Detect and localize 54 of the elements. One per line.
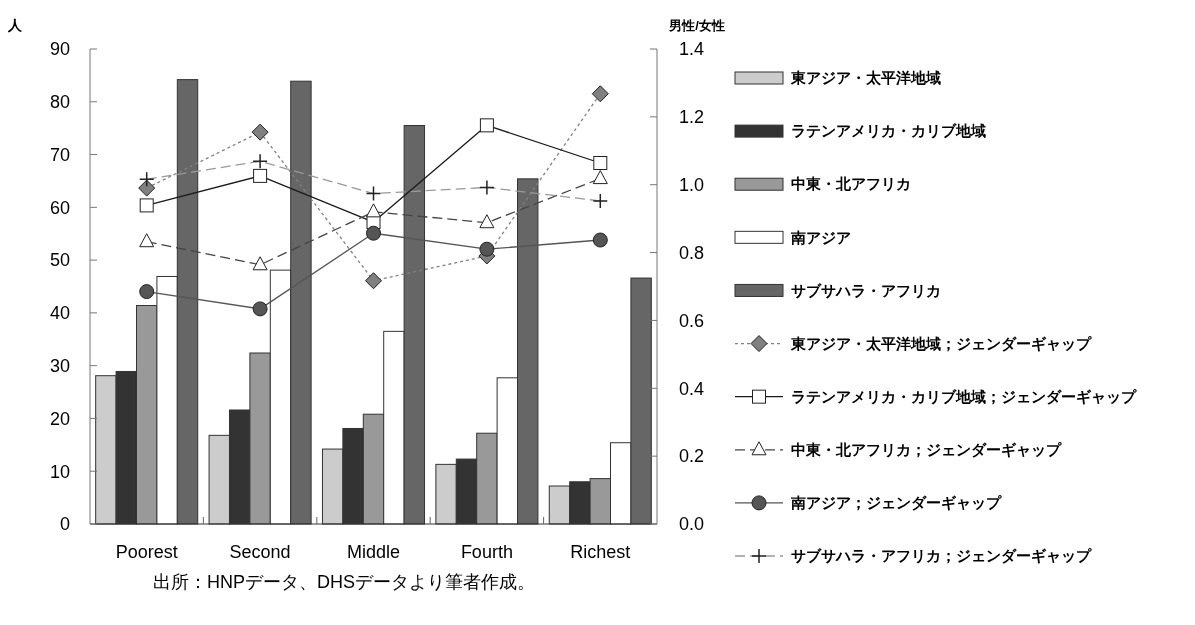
y-tick-label: 50 [49,250,70,271]
point [139,284,155,300]
y-tick-label: 30 [49,355,70,376]
point [139,233,155,248]
point [138,179,156,197]
point [593,156,608,170]
point [365,272,382,290]
point [591,85,609,103]
point [592,232,608,248]
y2-tick-label: 0.4 [679,378,705,399]
x-tick-label: Fourth [460,542,513,562]
legend-label: ラテンアメリカ・カリブ地域 [791,122,986,140]
legend-label: 南アジア；ジェンダーギャップ [790,494,1002,512]
legend-label: 南アジア [790,228,851,246]
y-tick-label: 20 [49,408,70,429]
y-tick-label: 70 [49,144,70,165]
point [479,118,494,133]
text: 出所：HNPデータ、DHSデータより筆者作成。 [153,572,536,592]
legend-label: 東アジア・太平洋地域 [790,69,941,87]
legend-label: 中東・北アフリカ；ジェンダーギャップ [791,441,1062,459]
y-tick-label: 0 [59,514,70,535]
y-tick-label: 40 [49,303,70,324]
y2-tick-label: 0.6 [679,310,705,331]
y-tick-label: 90 [49,39,70,60]
point [253,168,268,183]
x-tick-label: Second [229,542,291,562]
legend-label: 東アジア・太平洋地域；ジェンダーギャップ [790,334,1092,352]
y-tick-label: 10 [49,461,70,482]
point [139,198,154,213]
y2-tick-label: 1.2 [679,107,705,128]
y2-axis-title: 男性/女性 [668,18,725,33]
point [251,123,269,141]
y2-tick-label: 1.0 [679,175,705,196]
y-tick-label: 60 [49,197,70,218]
point [479,241,495,257]
y2-tick-label: 0.8 [679,242,705,263]
point [592,170,608,185]
legend-label: ラテンアメリカ・カリブ地域；ジェンダーギャップ [791,387,1137,405]
x-tick-label: Middle [346,542,401,562]
legend-label: 中東・北アフリカ [791,175,911,193]
point [366,203,381,218]
point [479,214,495,229]
y2-tick-label: 1.4 [679,39,705,60]
point [252,301,268,317]
point [252,256,268,271]
legend-label: サブサハラ・アフリカ [791,281,941,299]
y2-tick-label: 0.0 [679,514,705,535]
y-tick-label: 80 [49,92,70,113]
point [366,225,381,241]
y2-tick-label: 0.2 [679,446,705,467]
legend-label: サブサハラ・アフリカ；ジェンダーギャップ [791,547,1092,565]
y-axis-title: 人 [7,17,23,33]
x-tick-label: Poorest [115,542,178,562]
x-tick-label: Richest [570,542,631,562]
